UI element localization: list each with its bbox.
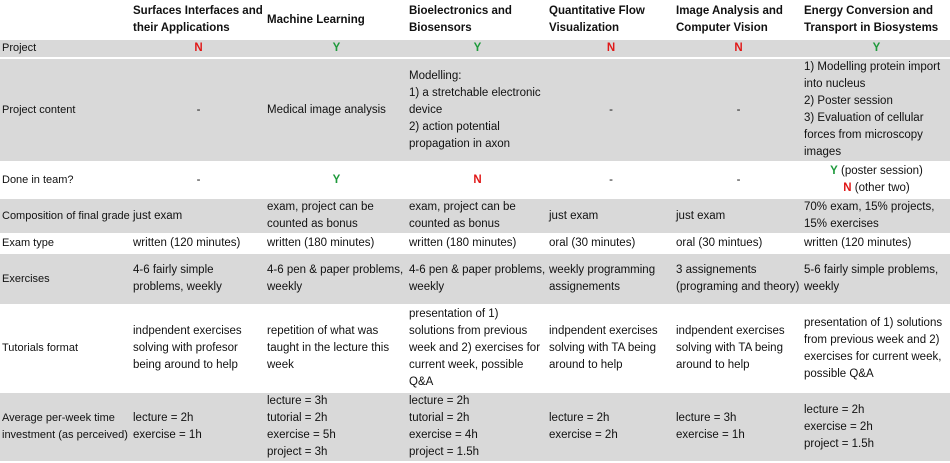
yes-no-mark: Y [265, 162, 407, 199]
table-cell: oral (30 minutes) [547, 234, 674, 254]
row-time-investment: Average per-week time investment (as per… [0, 392, 950, 463]
yes-no-mark: N [674, 40, 802, 59]
table-cell: written (120 minutes) [802, 234, 950, 254]
column-header: Machine Learning [267, 13, 365, 26]
table-cell: weekly programming assignements [547, 253, 674, 306]
row-label: Composition of final grade [0, 198, 131, 235]
row-project: Project N Y Y N N Y [0, 40, 950, 59]
yes-no-mark: - [547, 162, 674, 199]
table-cell: lecture = 2h exercise = 1h [131, 392, 265, 463]
row-label: Tutorials format [0, 305, 131, 393]
no-mark: N [843, 182, 852, 194]
row-composition: Composition of final grade just exam exa… [0, 198, 950, 235]
team-no-line: N (other two) [804, 180, 949, 196]
table-cell: 1) Modelling protein import into nucleus… [802, 58, 950, 163]
table-cell: lecture = 3h exercise = 1h [674, 392, 802, 463]
table-cell: just exam [674, 198, 802, 235]
yes-no-mark: Y [265, 40, 407, 59]
row-project-content: Project content - Medical image analysis… [0, 58, 950, 163]
table-cell: 4-6 pen & paper problems, weekly [407, 253, 547, 306]
no-note: (other two) [851, 182, 910, 194]
column-header: Surfaces Interfaces and their Applicatio… [133, 5, 263, 34]
table-cell: just exam [131, 198, 265, 235]
yes-no-mark: N [131, 40, 265, 59]
row-label: Exam type [0, 234, 131, 254]
row-label: Average per-week time investment (as per… [0, 392, 131, 463]
yes-no-mark: - [131, 162, 265, 199]
table-cell: lecture = 3h tutorial = 2h exercise = 5h… [265, 392, 407, 463]
table-cell: presentation of 1) solutions from previo… [407, 305, 547, 393]
yes-no-mark: N [407, 162, 547, 199]
table-cell: Y (poster session) N (other two) [802, 162, 950, 199]
column-header: Bioelectronics and Biosensors [409, 5, 512, 34]
table-cell: exam, project can be counted as bonus [407, 198, 547, 235]
header-row: Surfaces Interfaces and their Applicatio… [0, 0, 950, 40]
row-label: Project [0, 40, 131, 59]
table-cell: indpendent exercises solving with TA bei… [674, 305, 802, 393]
yes-no-mark: - [674, 162, 802, 199]
row-label: Exercises [0, 253, 131, 306]
table-cell: lecture = 2h exercise = 2h project = 1.5… [802, 392, 950, 463]
table-cell: just exam [547, 198, 674, 235]
row-exam-type: Exam type written (120 minutes) written … [0, 234, 950, 254]
table-cell: indpendent exercises solving with profes… [131, 305, 265, 393]
table-cell: Modelling: 1) a stretchable electronic d… [407, 58, 547, 163]
table-cell: indpendent exercises solving with TA bei… [547, 305, 674, 393]
yes-no-mark: Y [407, 40, 547, 59]
team-yes-line: Y (poster session) [804, 163, 949, 180]
table-cell: oral (30 mintues) [674, 234, 802, 254]
table-cell: 3 assignements (programing and theory) [674, 253, 802, 306]
column-header: Energy Conversion and Transport in Biosy… [804, 5, 939, 34]
table-cell: Medical image analysis [265, 58, 407, 163]
row-label: Project content [0, 58, 131, 163]
yes-no-mark: Y [802, 40, 950, 59]
row-tutorials-format: Tutorials format indpendent exercises so… [0, 305, 950, 393]
yes-no-mark: N [547, 40, 674, 59]
column-header: Image Analysis and Computer Vision [676, 5, 783, 34]
table-cell: - [131, 58, 265, 163]
table-cell: written (180 minutes) [407, 234, 547, 254]
yes-mark: Y [830, 165, 838, 177]
table-cell: - [674, 58, 802, 163]
table-cell: written (180 minutes) [265, 234, 407, 254]
table-cell: lecture = 2h exercise = 2h [547, 392, 674, 463]
table-cell: 70% exam, 15% projects, 15% exercises [802, 198, 950, 235]
yes-note: (poster session) [837, 165, 923, 177]
table-cell: repetition of what was taught in the lec… [265, 305, 407, 393]
table-cell: 4-6 fairly simple problems, weekly [131, 253, 265, 306]
table-cell: presentation of 1) solutions from previo… [802, 305, 950, 393]
table-cell: lecture = 2h tutorial = 2h exercise = 4h… [407, 392, 547, 463]
row-label: Done in team? [0, 162, 131, 199]
table-cell: written (120 minutes) [131, 234, 265, 254]
row-exercises: Exercises 4-6 fairly simple problems, we… [0, 253, 950, 306]
table-cell: - [547, 58, 674, 163]
table-cell: 4-6 pen & paper problems, weekly [265, 253, 407, 306]
column-header: Quantitative Flow Visualization [549, 5, 645, 34]
table-cell: 5-6 fairly simple problems, weekly [802, 253, 950, 306]
row-done-in-team: Done in team? - Y N - - Y (poster sessio… [0, 162, 950, 199]
corner-cell [0, 0, 131, 40]
table-cell: exam, project can be counted as bonus [265, 198, 407, 235]
